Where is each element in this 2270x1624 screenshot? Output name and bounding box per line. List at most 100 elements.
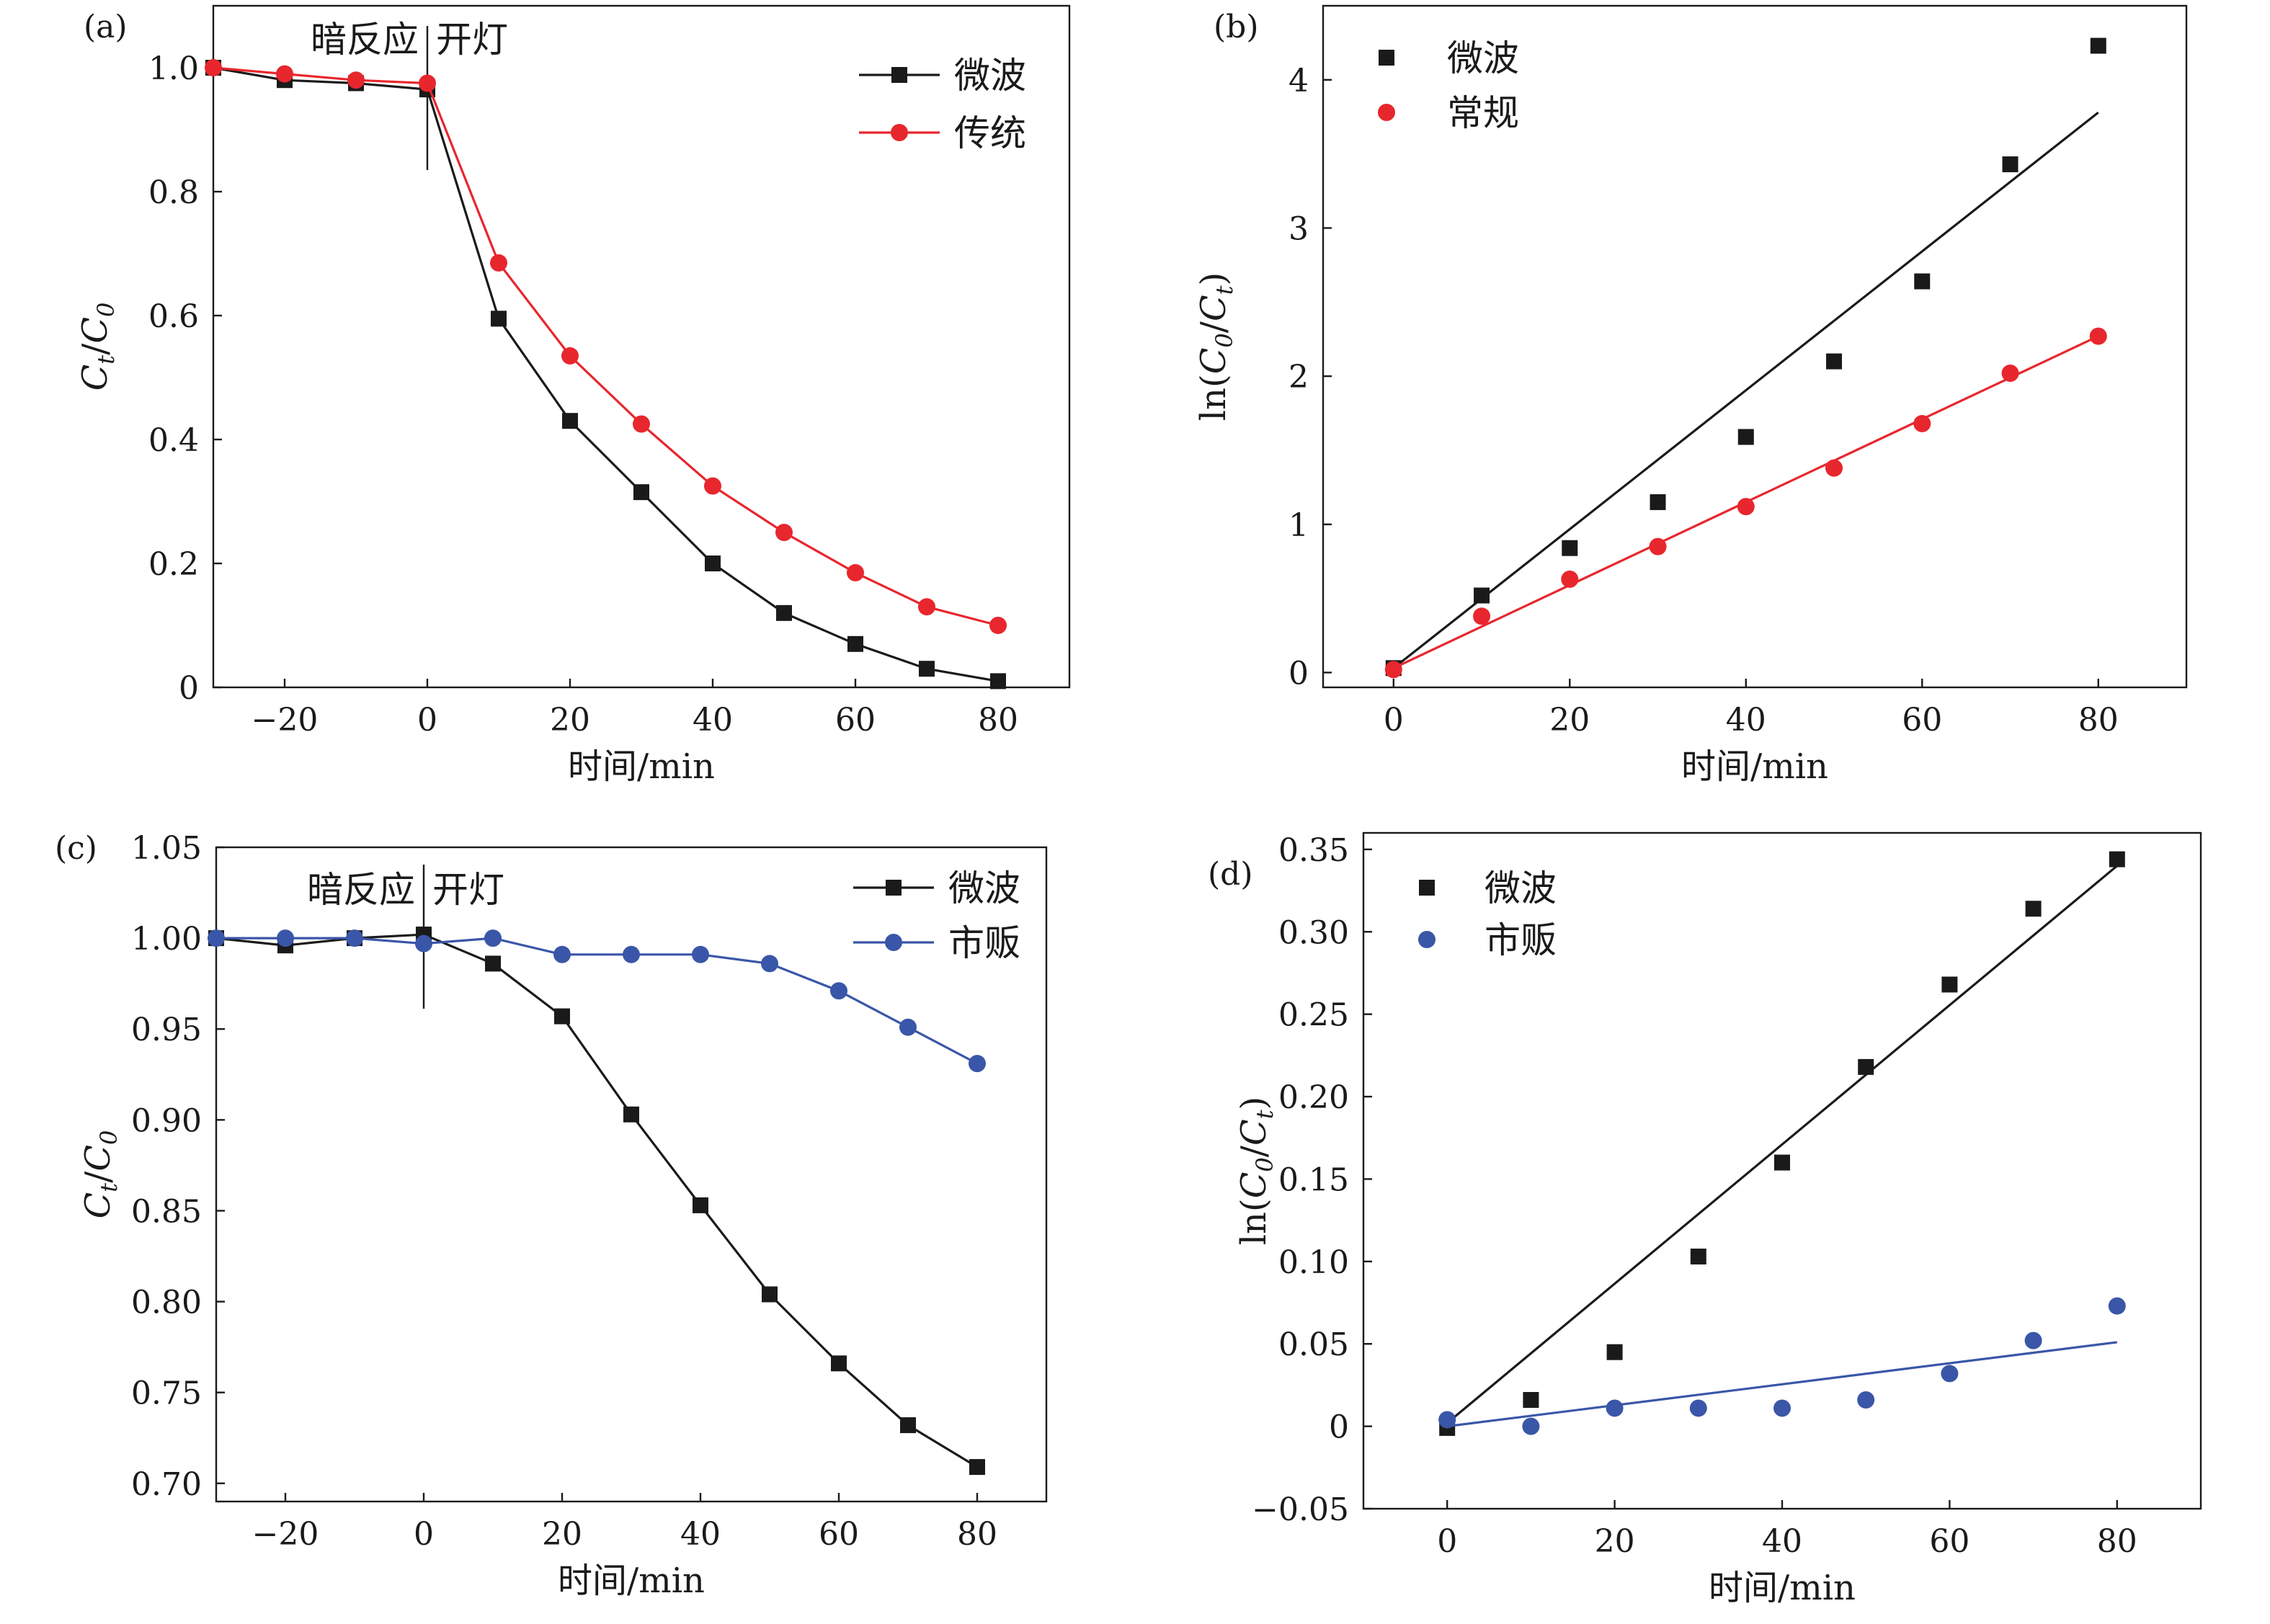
- x-tick-label: 40: [693, 702, 733, 739]
- x-tick-label: 80: [978, 702, 1018, 739]
- data-point: [208, 929, 225, 947]
- data-point: [485, 955, 501, 972]
- data-point: [704, 477, 721, 495]
- data-point: [554, 1008, 570, 1025]
- x-tick-label: 60: [1902, 702, 1942, 739]
- legend-entry-2: 市贩: [853, 922, 1020, 964]
- data-point: [1690, 1248, 1706, 1264]
- data-point: [1773, 1399, 1791, 1417]
- x-tick-label: 20: [1595, 1523, 1635, 1560]
- data-point: [633, 415, 650, 433]
- panel-c: −20 0 20 40 60 80 0.70 0.75 0.80 0.85 0.90 0.95 1.00…: [55, 830, 1048, 1601]
- x-tick-label: 40: [680, 1516, 721, 1553]
- legend-label: 微波: [948, 867, 1020, 909]
- y-tick-label: 3: [1288, 210, 1309, 247]
- data-point: [692, 945, 709, 963]
- y-tick-label: 0.75: [131, 1375, 202, 1412]
- panel-label: (c): [55, 830, 97, 867]
- y-axis-title: ln(C0/Ct): [1193, 272, 1238, 421]
- series-1: [1385, 37, 2106, 677]
- data-point: [419, 74, 436, 92]
- data-point: [693, 1197, 708, 1213]
- y-tick-label: 2: [1288, 359, 1309, 396]
- data-point: [847, 563, 864, 581]
- y-tick-label: 0: [1329, 1409, 1349, 1446]
- legend-label: 市贩: [1485, 919, 1557, 961]
- legend-entry-1: 微波: [853, 867, 1020, 909]
- y-tick-label: 1.00: [131, 921, 202, 958]
- data-point: [2090, 37, 2106, 54]
- x-tick-label: 80: [957, 1516, 997, 1553]
- x-tick-label: 0: [414, 1516, 434, 1553]
- data-point: [415, 934, 432, 952]
- dark-reaction-label: 暗反应: [307, 869, 415, 911]
- y-tick-label: 0.80: [131, 1285, 202, 1321]
- legend-label: 常规: [1447, 92, 1519, 134]
- data-point: [1941, 1365, 1959, 1383]
- x-tick-label: −20: [252, 1516, 319, 1553]
- data-point: [490, 254, 507, 272]
- data-point: [561, 347, 579, 365]
- data-point: [1649, 537, 1667, 556]
- series-2: [205, 59, 1007, 634]
- data-point: [761, 955, 778, 973]
- y-tick-label: 0.25: [1278, 997, 1349, 1034]
- data-point: [1438, 1411, 1456, 1429]
- data-point: [1737, 498, 1755, 516]
- fit-line: [1392, 111, 2099, 669]
- data-point: [2024, 1331, 2042, 1349]
- x-tick-label: 0: [417, 702, 437, 739]
- x-tick-label: 0: [1384, 702, 1404, 739]
- legend-marker: [1419, 880, 1435, 896]
- y-tick-label: 0.15: [1278, 1161, 1349, 1198]
- dark-reaction-label: 暗反应: [311, 19, 419, 61]
- series-2: [1438, 1297, 2126, 1435]
- legend-label: 微波: [1447, 37, 1519, 79]
- light-on-label: 开灯: [436, 19, 508, 61]
- series-line: [213, 66, 999, 627]
- data-point: [347, 71, 365, 89]
- y-tick-label: 1.05: [131, 830, 202, 867]
- plot-frame: [1322, 4, 2188, 689]
- y-tick-label: 0.95: [131, 1012, 202, 1048]
- data-point: [623, 1106, 639, 1123]
- y-tick-label: 0.10: [1278, 1244, 1349, 1281]
- y-tick-label: 0.70: [131, 1466, 202, 1503]
- data-point: [762, 1286, 778, 1303]
- data-point: [633, 484, 649, 501]
- series-2: [1384, 327, 2107, 679]
- series-line: [216, 937, 978, 1065]
- panel-label: (a): [84, 9, 128, 45]
- data-point: [776, 604, 792, 621]
- data-point: [205, 59, 222, 76]
- light-on-label: 开灯: [432, 869, 504, 911]
- data-point: [553, 945, 571, 963]
- panel-a: −20 0 20 40 60 80 0 0.2 0.4 0.6 0.8 1.0 时间/min Ct/C0 (…: [75, 4, 1071, 787]
- y-tick-label: −0.05: [1252, 1491, 1349, 1528]
- data-point: [969, 1055, 986, 1073]
- data-point: [1913, 414, 1931, 432]
- data-point: [990, 673, 1006, 690]
- y-axis-title: Ct/C0: [78, 1130, 123, 1219]
- y-tick-label: 0.6: [148, 298, 199, 335]
- data-point: [989, 617, 1007, 634]
- fit-line: [1446, 865, 2118, 1424]
- y-tick-label: 0.2: [148, 546, 199, 583]
- y-tick-label: 0.8: [148, 174, 199, 211]
- legend-entry-2: 常规: [1378, 92, 1519, 134]
- data-point: [2089, 327, 2107, 345]
- x-tick-label: 80: [2097, 1523, 2137, 1560]
- data-point: [484, 929, 502, 947]
- data-point: [1914, 273, 1931, 290]
- legend-marker: [891, 67, 907, 83]
- data-point: [705, 556, 721, 571]
- x-tick-label: 60: [1929, 1523, 1969, 1560]
- x-tick-label: 20: [1549, 702, 1590, 739]
- x-tick-label: 20: [550, 702, 590, 739]
- plot-frame: [212, 4, 1071, 689]
- data-point: [1474, 587, 1490, 604]
- data-point: [830, 982, 847, 1000]
- y-axis-title: Ct/C0: [75, 303, 120, 391]
- data-point: [918, 598, 935, 616]
- data-point: [899, 1018, 917, 1036]
